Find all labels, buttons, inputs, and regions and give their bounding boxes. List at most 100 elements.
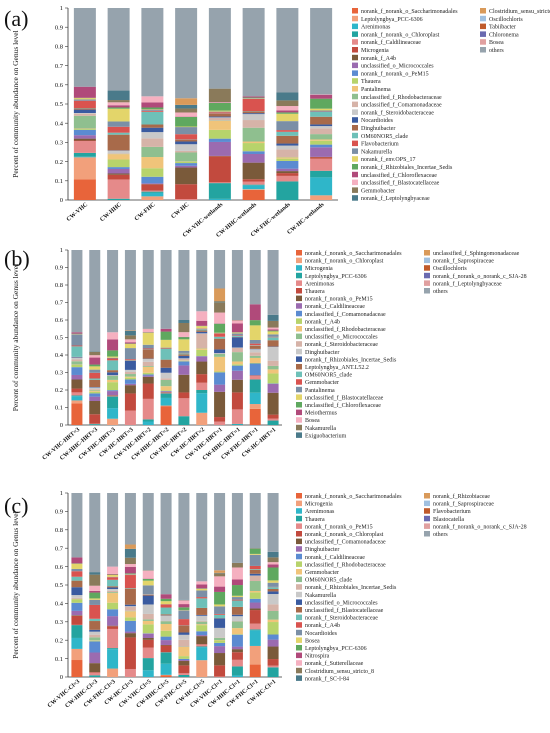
bar-segment: [107, 179, 130, 199]
bar-segment: [249, 575, 261, 582]
bar-segment: [178, 610, 190, 620]
bar-segment: [242, 127, 265, 142]
legend-label: Pantalinema: [305, 388, 335, 394]
bar-segment: [73, 99, 96, 101]
bar-segment: [160, 359, 172, 368]
bar-segment: [107, 626, 119, 629]
bar-segment: [142, 620, 154, 625]
bar-segment: [208, 156, 231, 183]
bar-segment: [249, 376, 261, 380]
bar-segment: [107, 609, 119, 617]
bar-segment: [242, 98, 265, 112]
legend-label: unclassified_f_Comamonadaceae: [305, 311, 386, 318]
bar-segment: [124, 359, 136, 361]
bar-segment: [231, 332, 243, 334]
bar-segment: [231, 347, 243, 353]
bar-segment: [249, 408, 261, 425]
bar-segment: [89, 618, 101, 622]
bar-segment: [196, 624, 208, 626]
bar-segment-others: [124, 493, 136, 545]
bar-segment: [242, 114, 265, 121]
bar-segment: [231, 364, 243, 366]
bar-segment: [242, 181, 265, 185]
bar-segment: [214, 646, 226, 654]
bar-segment: [178, 322, 190, 333]
bar-segment: [208, 112, 231, 114]
legend-swatch: [296, 333, 302, 340]
y-tick-label: 0.3: [55, 140, 63, 147]
legend-label: Gemmobacter: [361, 188, 395, 194]
legend-item: others: [424, 288, 448, 295]
bar-segment: [71, 587, 83, 596]
bar-segment: [249, 664, 261, 677]
legend-item: norank_f_norank_o_PeM15: [296, 295, 373, 303]
bar-segment: [107, 593, 119, 603]
bar-segment: [267, 346, 279, 361]
bar-segment: [214, 642, 226, 647]
stacked-bar: [89, 493, 101, 677]
legend-label: Leptolyngbya_ANT.L52.2: [305, 365, 369, 371]
bar-segment: [196, 621, 208, 625]
legend-label: norank_f_A4b: [305, 318, 340, 325]
legend-swatch: [296, 303, 302, 309]
bar-segment: [107, 102, 130, 106]
bar-segment: [107, 332, 119, 340]
bar-segment: [249, 392, 261, 405]
bar-segment: [178, 350, 190, 353]
stacked-bar: [175, 8, 198, 200]
legend-item: Nakamurella: [296, 591, 336, 599]
bar-segment: [231, 675, 243, 677]
legend-label: Arenimonas: [361, 25, 391, 31]
y-tick-label: 0.5: [55, 335, 63, 342]
bar-segment: [196, 326, 208, 329]
bar-segment: [175, 126, 198, 128]
legend-item: Leptolyngbya_PCC-6306: [352, 15, 423, 23]
bar-segment: [196, 647, 208, 661]
legend-swatch: [296, 402, 302, 408]
legend-item: norank_f_Rhizobiales_Incertae_Sedis: [296, 356, 397, 363]
bar-segment: [178, 392, 190, 399]
bar-segment: [178, 646, 190, 657]
bar-segment: [196, 331, 208, 334]
bar-segment: [276, 181, 299, 200]
bar-segment: [196, 382, 208, 391]
legend-swatch: [480, 8, 486, 14]
bar-segment: [124, 606, 136, 611]
legend-swatch: [352, 171, 358, 178]
bar-segment: [142, 647, 154, 659]
legend-label: Microgenia: [305, 502, 333, 508]
legend-label: Gemmobacter: [305, 570, 339, 576]
bar-segment: [141, 110, 164, 112]
legend-item: norank_f_norank_o_Chloroplast: [352, 31, 440, 38]
bar-segment: [267, 622, 279, 635]
legend-label: norank_f_norank_o_norank_c_SJA-28: [433, 523, 527, 530]
legend-swatch: [424, 508, 430, 514]
bar-segment: [267, 331, 279, 335]
bar-segment: [141, 124, 164, 128]
bar-segment: [141, 184, 164, 191]
bar-segment: [178, 661, 190, 666]
bar-segment: [73, 152, 96, 157]
y-tick-label: 0.1: [55, 656, 63, 663]
bar-segment: [242, 185, 265, 190]
legend-item: norank_f_norank_o_Saccharimonadales: [296, 493, 402, 500]
bar-segment: [89, 621, 101, 630]
bar-segment: [89, 590, 101, 593]
bar-segment: [208, 102, 231, 111]
bar-segment: [231, 649, 243, 653]
bar-segment: [249, 548, 261, 554]
bar-segment: [89, 393, 101, 397]
legend-label: Blastocatella: [433, 517, 464, 523]
bar-segment: [267, 610, 279, 620]
bar-segment: [175, 184, 198, 200]
bar-segment: [73, 109, 96, 113]
bar-segment: [71, 392, 83, 396]
bar-segment: [249, 630, 261, 646]
y-tick-label: 0.6: [55, 564, 64, 571]
legend-swatch: [424, 280, 430, 286]
bar-segment: [214, 591, 226, 605]
panel-label: (a): [4, 6, 28, 31]
bar-segment: [175, 167, 198, 185]
bar-segment-others: [160, 250, 172, 329]
bar-segment: [89, 372, 101, 379]
